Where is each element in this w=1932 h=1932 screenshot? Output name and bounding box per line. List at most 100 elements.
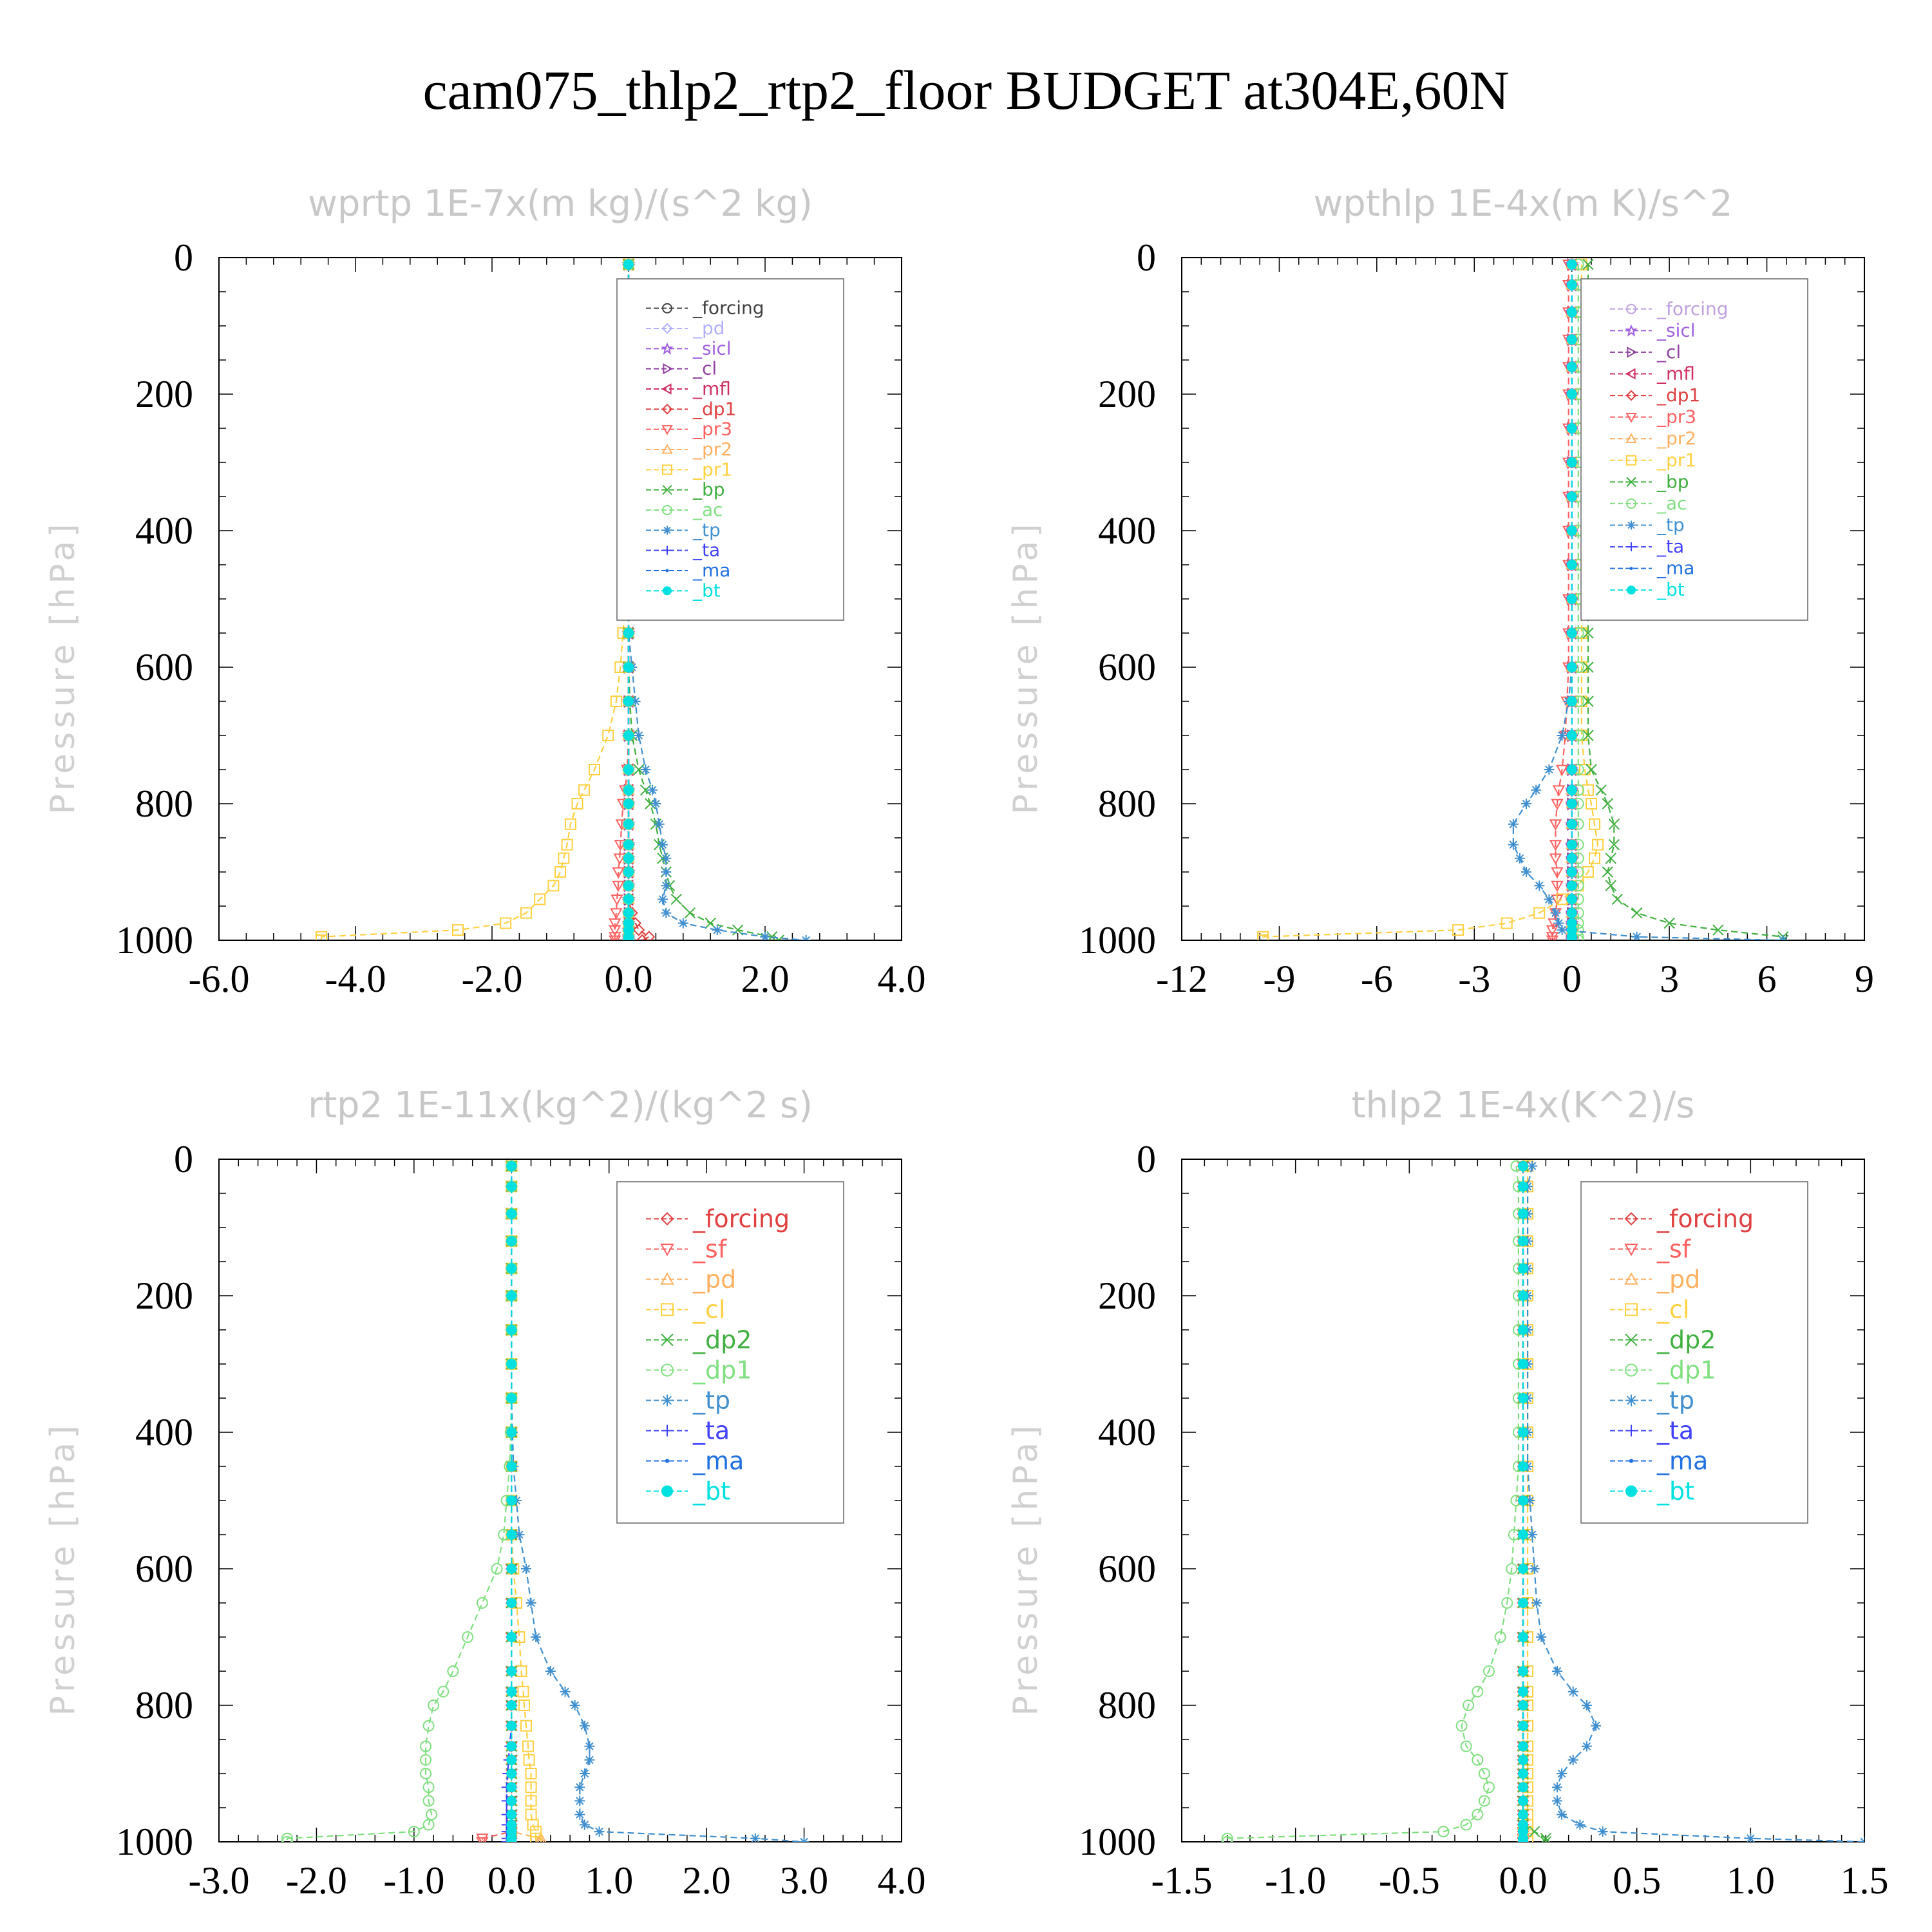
- data-point-dp1: [1455, 1719, 1468, 1732]
- data-point-pr1: [1257, 934, 1269, 940]
- panel-wprtp: wprtp 1E-7x(m kg)/(s^2 kg) Pressure [hPa]…: [44, 183, 926, 1000]
- legend-label: _sf: [1656, 1235, 1692, 1264]
- data-point-dp1: [476, 1597, 488, 1609]
- legend-label: _mfl: [692, 378, 731, 399]
- data-point-bt: [506, 1700, 517, 1710]
- data-point-bp: [1582, 258, 1594, 270]
- data-point-dp1: [420, 1754, 432, 1766]
- legend-marker: [1627, 520, 1636, 530]
- data-point-dp2: [1540, 1836, 1552, 1842]
- data-point-bt: [623, 894, 634, 905]
- data-point-pr3: [1552, 785, 1566, 797]
- data-point-tp: [1597, 1826, 1608, 1837]
- legend-marker: [1625, 413, 1637, 423]
- legend-label: _pd: [692, 317, 725, 339]
- data-point-bp: [684, 907, 696, 919]
- legend-label: _dp1: [1656, 384, 1700, 406]
- data-point-tp: [1557, 730, 1567, 741]
- data-point-pr1: [610, 696, 622, 707]
- data-point-tp: [750, 1833, 761, 1842]
- data-point-dp1: [426, 1808, 438, 1821]
- legend-label: _tp: [692, 1387, 730, 1415]
- legend-label: _pr2: [1656, 428, 1696, 449]
- legend-label: _dp1: [692, 398, 736, 419]
- legend-label: _bp: [692, 479, 725, 500]
- legend-marker: [665, 1459, 670, 1463]
- legend-marker: [1625, 368, 1636, 380]
- y-axis-label: Pressure [hPa]: [44, 1422, 82, 1716]
- legend-marker: [1625, 1485, 1637, 1497]
- data-point-bt: [1566, 423, 1577, 433]
- y-tick-label: 600: [135, 1548, 193, 1590]
- data-point-bt: [623, 819, 634, 829]
- legend-marker: [1626, 303, 1636, 314]
- data-point-dp1: [281, 1832, 293, 1842]
- data-point-bt: [623, 784, 634, 795]
- x-tick-label: 2.0: [741, 958, 790, 1000]
- legend-marker: [665, 569, 669, 573]
- y-tick-label: 400: [1098, 1411, 1156, 1454]
- data-point-bt: [623, 853, 634, 864]
- legend-label: _ma: [692, 560, 730, 581]
- data-point-tp: [1581, 1741, 1592, 1752]
- data-point-bp: [1582, 730, 1594, 741]
- data-point-bp: [1602, 866, 1613, 878]
- data-point-bt: [1566, 307, 1577, 317]
- legend-marker: [661, 443, 673, 454]
- data-point-tp: [579, 1768, 590, 1779]
- legend-marker: [663, 526, 672, 535]
- data-point-bt: [506, 1686, 517, 1697]
- data-point-dp1: [1463, 1700, 1475, 1711]
- data-point-pr3: [613, 853, 626, 865]
- data-point-pr1: [500, 917, 512, 929]
- data-point-bt: [1566, 894, 1577, 905]
- data-point-bt: [1518, 1236, 1528, 1247]
- data-point-tp: [1534, 880, 1545, 891]
- data-point-pr3: [1546, 932, 1559, 940]
- data-point-tp: [1536, 1632, 1547, 1642]
- y-tick-label: 1000: [116, 1821, 193, 1863]
- legend-label: _pr1: [692, 459, 732, 480]
- data-point-dp1: [1506, 1563, 1518, 1575]
- x-tick-label: 0.5: [1613, 1859, 1661, 1902]
- data-point-tp: [1521, 867, 1532, 877]
- data-point-bt: [1518, 1495, 1528, 1506]
- panel-thlp2: thlp2 1E-4x(K^2)/s Pressure [hPa] -1.5 -1.0…: [1007, 1084, 1889, 1902]
- legend-marker: [1626, 477, 1636, 488]
- data-point-bt: [1518, 1754, 1528, 1765]
- data-point-pr3: [609, 935, 621, 940]
- y-tick-label: 600: [1098, 646, 1156, 688]
- data-point-pr3: [1549, 819, 1562, 831]
- legend: _forcing_sf_pd_cl_dp2_dp1_tp_ta_ma_bt: [616, 1181, 844, 1524]
- data-point-tp: [647, 784, 658, 795]
- data-point-pr3: [612, 867, 625, 879]
- legend-marker: [1627, 542, 1636, 552]
- data-point-dp1: [281, 1836, 293, 1842]
- data-point-bp: [1611, 893, 1624, 905]
- data-point-cl: [506, 1426, 518, 1438]
- data-point-pr1: [1589, 852, 1601, 864]
- legend-label: _dp1: [1656, 1356, 1716, 1385]
- data-point-tp: [799, 1837, 810, 1842]
- legend-label: _mfl: [1656, 363, 1695, 384]
- data-point-dp1: [1478, 1768, 1490, 1779]
- data-point-bt: [1566, 560, 1577, 570]
- legend-marker: [662, 303, 672, 314]
- legend: _forcing_sf_pd_cl_dp2_dp1_tp_ta_ma_bt: [1580, 1181, 1808, 1524]
- data-point-tp: [1557, 1809, 1567, 1820]
- data-point-bt: [623, 628, 634, 638]
- data-point-cl: [525, 1768, 537, 1779]
- legend-marker: [662, 484, 672, 495]
- data-point-bt: [1566, 819, 1577, 829]
- data-point-dp1: [420, 1740, 432, 1752]
- data-point-dp1: [643, 931, 656, 940]
- legend-label: _sicl: [1656, 319, 1696, 341]
- data-point-cl: [525, 1795, 537, 1807]
- data-point-dp1: [1221, 1832, 1233, 1842]
- data-point-pr1: [558, 852, 570, 864]
- data-point-tp: [1553, 918, 1564, 929]
- data-point-bt: [1566, 526, 1577, 536]
- data-point-dp1: [636, 934, 649, 940]
- x-tick-label: -3: [1458, 958, 1490, 1000]
- data-point-pr1: [1501, 917, 1513, 929]
